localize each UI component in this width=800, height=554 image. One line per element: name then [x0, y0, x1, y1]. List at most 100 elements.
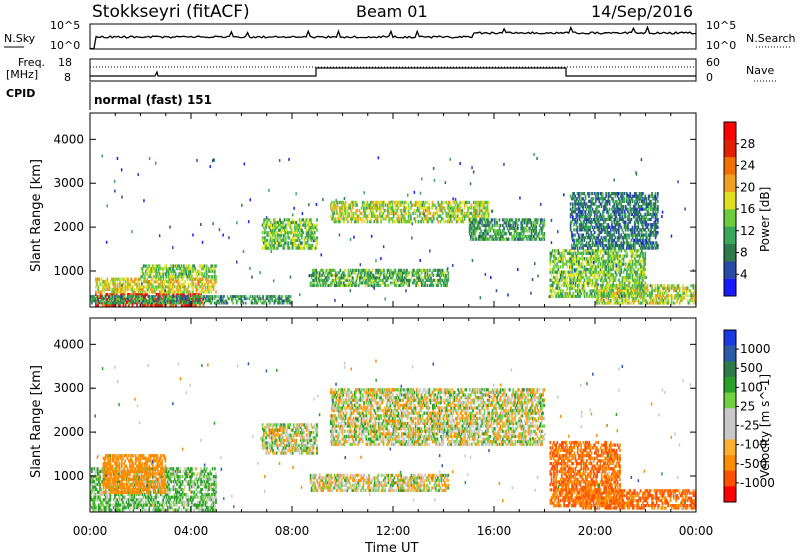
data-cell: [405, 206, 408, 210]
data-cell: [375, 206, 378, 210]
data-cell: [418, 273, 421, 277]
data-cell: [284, 231, 287, 235]
data-cell: [588, 262, 591, 266]
data-cell: [173, 301, 176, 305]
data-cell: [313, 278, 315, 282]
data-cell: [403, 200, 405, 205]
data-cell: [621, 275, 624, 280]
data-cell: [112, 282, 114, 286]
data-cell: [193, 301, 195, 305]
data-cell: [261, 301, 263, 305]
data-cell: [631, 259, 634, 264]
data-cell: [193, 303, 195, 307]
data-cell: [538, 232, 541, 236]
data-cell: [472, 221, 474, 225]
data-cell: [176, 264, 178, 268]
data-cell: [619, 267, 621, 272]
data-cell: [148, 290, 151, 294]
data-cell: [305, 231, 308, 235]
data-cell: [562, 257, 564, 261]
data-cell: [406, 273, 408, 277]
data-cell: [97, 277, 99, 281]
data-cell: [313, 223, 316, 227]
data-cell: [588, 194, 590, 198]
data-cell: [453, 206, 456, 210]
data-cell: [277, 223, 280, 227]
data-cell: [265, 297, 268, 301]
data-cell: [438, 214, 441, 218]
data-cell: [528, 218, 531, 222]
data-cell: [141, 275, 144, 279]
data-cell: [404, 278, 407, 282]
data-cell: [564, 249, 567, 253]
data-cell: [637, 283, 640, 288]
data-cell: [180, 269, 183, 273]
data-cell: [421, 276, 423, 280]
data-cell: [326, 273, 329, 277]
data-cell: [272, 223, 274, 227]
data-cell: [373, 281, 376, 285]
data-cell: [404, 220, 406, 224]
data-cell: [172, 267, 175, 271]
data-cell: [204, 285, 207, 289]
data-cell: [483, 218, 486, 222]
data-cell: [267, 218, 270, 222]
data-cell: [412, 203, 414, 207]
data-cell: [312, 271, 314, 275]
data-cell: [416, 220, 419, 224]
data-cell: [627, 262, 629, 266]
data-cell: [473, 221, 475, 225]
data-cell: [280, 233, 282, 237]
data-cell: [276, 226, 279, 230]
data-cell: [268, 226, 271, 230]
data-cell: [331, 200, 333, 205]
data-cell: [201, 287, 204, 291]
data-cell: [328, 283, 330, 287]
data-cell: [401, 281, 404, 285]
data-cell: [578, 241, 581, 245]
data-cell: [110, 295, 113, 298]
data-cell: [172, 297, 175, 301]
data-cell: [344, 278, 346, 282]
data-cell: [591, 265, 594, 269]
data-cell: [577, 292, 579, 296]
data-cell: [614, 262, 617, 266]
data-cell: [123, 290, 126, 294]
data-cell: [564, 275, 567, 280]
data-cell: [423, 281, 425, 285]
data-cell: [589, 278, 592, 282]
data-cell: [287, 218, 289, 222]
data-cell: [594, 283, 596, 288]
data-cell: [581, 236, 583, 240]
data-cell: [141, 272, 144, 276]
data-cell: [348, 276, 351, 280]
data-cell: [165, 297, 168, 301]
data-cell: [203, 295, 206, 298]
data-cell: [154, 290, 157, 294]
data-cell: [574, 233, 576, 237]
data-cell: [335, 209, 338, 213]
data-cell: [554, 251, 556, 255]
data-cell: [642, 278, 644, 282]
data-cell: [611, 273, 613, 277]
data-cell: [563, 262, 565, 266]
data-cell: [559, 265, 562, 269]
data-cell: [483, 223, 486, 228]
data-cell: [342, 217, 345, 221]
data-cell: [193, 267, 195, 271]
data-cell: [267, 231, 270, 235]
data-cell: [161, 282, 164, 286]
data-cell: [433, 278, 436, 282]
data-cell: [149, 275, 152, 279]
data-cell: [215, 280, 217, 284]
data-cell: [559, 292, 562, 296]
data-cell: [591, 225, 594, 229]
data-cell: [555, 281, 557, 285]
data-cell: [573, 243, 575, 248]
data-cell: [577, 273, 579, 277]
data-cell: [183, 269, 185, 273]
data-cell: [590, 202, 593, 206]
data-cell: [571, 294, 573, 298]
data-cell: [339, 268, 342, 272]
data-cell: [265, 246, 267, 250]
